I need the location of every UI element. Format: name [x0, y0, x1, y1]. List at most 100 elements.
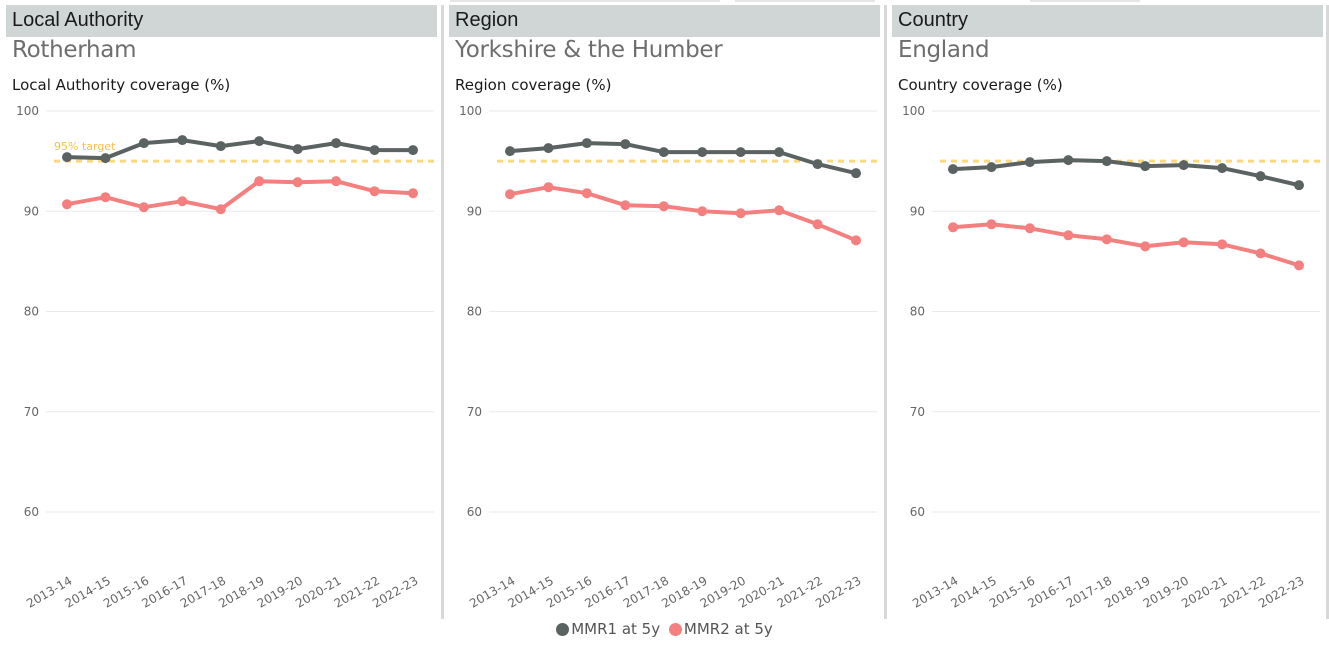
panel-country: Country England Country coverage (%) 60 7…	[892, 5, 1323, 619]
data-point-mmr2	[1101, 234, 1112, 245]
panel-header: Region	[449, 5, 880, 37]
data-point-mmr2	[1140, 241, 1151, 252]
data-point-mmr2	[581, 188, 592, 199]
data-point-mmr1	[986, 162, 997, 173]
series-line-mmr2	[65, 179, 415, 212]
panel-divider	[441, 5, 444, 619]
y-tick-label: 100	[902, 104, 925, 118]
data-point-mmr2	[1024, 223, 1035, 234]
data-point-mmr1	[658, 147, 669, 158]
y-tick-label: 80	[24, 305, 39, 319]
y-tick-label: 90	[24, 204, 39, 218]
data-point-mmr1	[138, 138, 149, 149]
y-tick-label: 70	[910, 405, 925, 419]
data-point-mmr2	[62, 199, 72, 210]
data-point-mmr2	[138, 202, 149, 213]
data-point-mmr2	[331, 176, 342, 187]
panel-header: Local Authority	[6, 5, 437, 37]
data-point-mmr1	[1140, 161, 1151, 172]
data-point-mmr2	[851, 235, 861, 246]
coverage-chart: 607080901002013-142014-152015-162016-172…	[459, 104, 877, 611]
data-point-mmr1	[1063, 155, 1074, 166]
series-line-mmr1	[508, 141, 858, 176]
data-point-mmr2	[292, 177, 303, 188]
data-point-mmr2	[543, 182, 554, 193]
y-tick-label: 70	[467, 405, 482, 419]
data-point-mmr2	[620, 200, 631, 211]
legend-label: MMR2 at 5y	[683, 620, 773, 638]
data-point-mmr2	[177, 196, 188, 207]
panel-divider	[1326, 5, 1329, 619]
legend-marker	[556, 622, 570, 636]
data-point-mmr1	[1255, 171, 1266, 182]
legend-marker	[668, 622, 682, 636]
panel-divider	[884, 5, 887, 619]
legend-item-mmr1[interactable]: MMR1 at 5y	[556, 620, 660, 638]
area-name: Rotherham	[12, 37, 137, 63]
y-tick-label: 60	[910, 505, 925, 519]
data-point-mmr2	[1217, 239, 1228, 250]
data-point-mmr1	[215, 141, 226, 152]
legend-label: MMR1 at 5y	[571, 620, 661, 638]
target-label: 95% target	[54, 140, 116, 153]
data-point-mmr1	[1217, 163, 1228, 174]
top-strip	[0, 0, 1329, 4]
y-tick-label: 80	[467, 305, 482, 319]
data-point-mmr1	[331, 138, 342, 149]
chart-subtitle: Country coverage (%)	[898, 76, 1063, 94]
data-point-mmr1	[543, 143, 554, 154]
data-point-mmr2	[1063, 230, 1074, 241]
data-point-mmr1	[697, 147, 708, 158]
data-point-mmr2	[735, 208, 746, 219]
data-point-mmr1	[812, 159, 823, 170]
data-point-mmr2	[948, 222, 958, 233]
chart-subtitle: Local Authority coverage (%)	[12, 76, 231, 94]
data-point-mmr2	[697, 206, 708, 217]
y-tick-label: 70	[24, 405, 39, 419]
data-point-mmr1	[620, 139, 631, 150]
data-point-mmr2	[369, 186, 380, 197]
data-point-mmr1	[408, 145, 418, 156]
data-point-mmr1	[774, 147, 785, 158]
y-tick-label: 90	[467, 204, 482, 218]
panel-region: Region Yorkshire & the Humber Region cov…	[449, 5, 880, 619]
y-tick-label: 60	[24, 505, 39, 519]
data-point-mmr1	[62, 152, 72, 163]
data-point-mmr2	[658, 201, 669, 212]
series-line-mmr2	[508, 185, 858, 243]
data-point-mmr2	[505, 189, 515, 200]
series-line-mmr2	[951, 222, 1301, 268]
data-point-mmr2	[1294, 260, 1304, 271]
data-point-mmr1	[1178, 160, 1189, 171]
data-point-mmr1	[254, 136, 265, 147]
coverage-chart: 607080901002013-142014-152015-162016-172…	[902, 104, 1320, 611]
y-tick-label: 100	[16, 104, 39, 118]
panel-header: Country	[892, 5, 1323, 37]
series-line-mmr1	[951, 158, 1301, 188]
data-point-mmr2	[100, 192, 111, 203]
data-point-mmr1	[948, 164, 958, 175]
data-point-mmr2	[1178, 237, 1189, 248]
y-tick-label: 60	[467, 505, 482, 519]
data-point-mmr1	[581, 138, 592, 149]
area-name: England	[898, 37, 990, 63]
chart-subtitle: Region coverage (%)	[455, 76, 612, 94]
legend-item-mmr2[interactable]: MMR2 at 5y	[668, 620, 773, 638]
data-point-mmr2	[774, 205, 785, 216]
data-point-mmr1	[505, 146, 515, 157]
data-point-mmr2	[812, 219, 823, 230]
data-point-mmr1	[1024, 157, 1035, 168]
data-point-mmr1	[369, 145, 380, 156]
data-point-mmr1	[1294, 180, 1304, 191]
data-point-mmr2	[986, 219, 997, 230]
y-tick-label: 80	[910, 305, 925, 319]
area-name: Yorkshire & the Humber	[455, 37, 723, 63]
data-point-mmr1	[100, 153, 111, 164]
data-point-mmr2	[254, 176, 265, 187]
chart-legend: MMR1 at 5y MMR2 at 5y	[0, 620, 1329, 640]
data-point-mmr2	[215, 204, 226, 215]
data-point-mmr2	[408, 188, 418, 199]
data-point-mmr1	[851, 168, 861, 179]
panel-local-authority: Local Authority Rotherham Local Authorit…	[6, 5, 437, 619]
